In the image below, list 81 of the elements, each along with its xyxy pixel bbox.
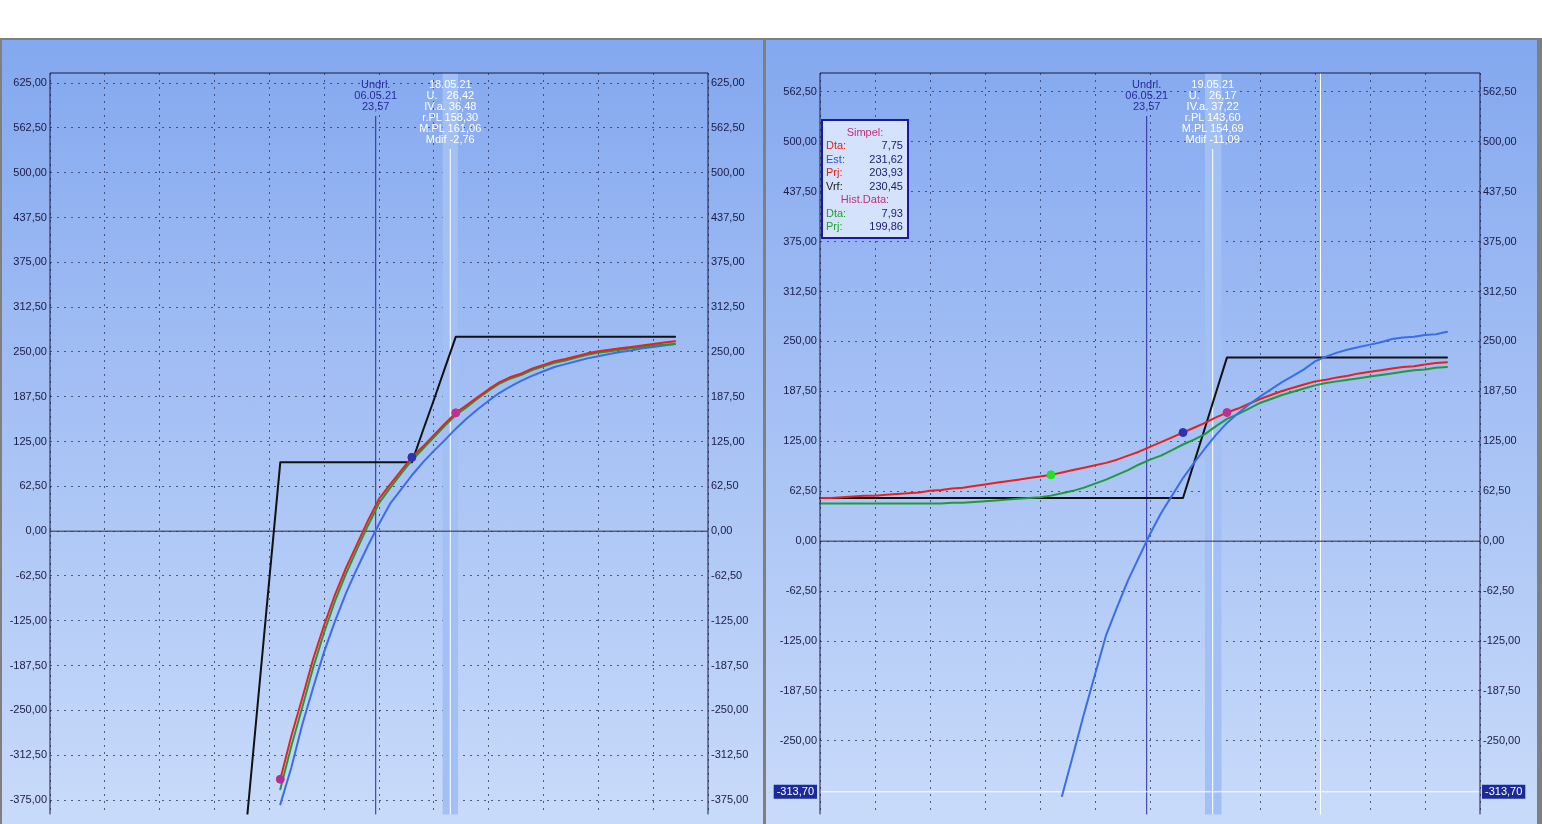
y-tick-label: 562,50 (13, 120, 47, 133)
y-tick-label: 312,50 (13, 300, 47, 313)
y-tick-label: -62,50 (15, 569, 47, 582)
y2-tick-label: -125,00 (711, 613, 749, 626)
y-tick-label: 375,00 (13, 255, 47, 268)
annotation: Undrl. 06.05.21 23,57 (1125, 77, 1169, 112)
point (1046, 470, 1056, 480)
y2-tick-label: 500,00 (1483, 134, 1517, 147)
text: Est: 231,62 (826, 152, 903, 165)
y2-tick-label: 250,00 (1483, 334, 1517, 347)
y-tick-label: 437,50 (783, 184, 817, 197)
text: Prj: 203,93 (826, 166, 903, 179)
y-tick-label: 312,50 (783, 284, 817, 297)
y-tick-label: -187,50 (9, 658, 47, 671)
annotation: 19.05.21 U. 26,17 IV.a. 37,22 r.PL 143,60 M.PL 154,69 Mdif -11,09 (1181, 77, 1244, 145)
text: Vrf: 230,45 (826, 179, 903, 192)
y-tick-label: 0,00 (25, 524, 47, 537)
y-tick-label: -187,50 (779, 684, 817, 696)
y2-tick-label: -187,50 (711, 658, 749, 671)
text: Prj: 199,86 (826, 220, 903, 233)
y2-tick-label: 437,50 (1483, 184, 1517, 197)
y-tick-label: 187,50 (13, 389, 47, 402)
y2-tick-label: 62,50 (1483, 484, 1511, 497)
y2-tick-label: 500,00 (711, 165, 745, 178)
point (1222, 408, 1232, 418)
point (451, 408, 461, 418)
annotation: Simpel: (846, 125, 884, 138)
y2-tick-label: 125,00 (1483, 434, 1517, 447)
y-tick-label: 250,00 (783, 334, 817, 347)
y-tick-label: 437,50 (13, 210, 47, 223)
y-tick-label: 250,00 (13, 344, 47, 357)
y2-tick-label: 62,50 (711, 479, 739, 492)
y2-tick-label: 562,50 (1483, 84, 1517, 97)
y2-tick-label: -187,50 (1483, 684, 1521, 696)
y2-tick-label: 375,00 (1483, 234, 1517, 247)
y-tick-label: 500,00 (13, 165, 47, 178)
y-tick-label: 62,50 (19, 479, 47, 492)
y-tick-label: -125,00 (9, 613, 47, 626)
y2-tick-label: -250,00 (1483, 733, 1521, 746)
y2-tick-label: 187,50 (1483, 384, 1517, 397)
point (1178, 428, 1188, 438)
point (275, 774, 285, 784)
y2-tick-label: -62,50 (1483, 584, 1515, 597)
y2-tick-label: -312,50 (711, 748, 749, 761)
y2-tick-label: 625,00 (711, 76, 745, 89)
y-tick-label: 125,00 (783, 434, 817, 447)
y-tick-label: 187,50 (783, 384, 817, 397)
y2-tick-label: 562,50 (711, 120, 745, 133)
annotation: Hist.Data: (840, 193, 890, 206)
y-tick-label: -250,00 (779, 733, 817, 746)
y-tick-label: -375,00 (9, 793, 47, 806)
y2-tick-label: -62,50 (711, 569, 743, 582)
y-tick-label: 62,50 (789, 484, 817, 497)
y2-tick-label: -250,00 (711, 703, 749, 716)
y-tick-label: -250,00 (9, 703, 47, 716)
y2-tick-label: 312,50 (711, 300, 745, 313)
annotation: Undrl. 06.05.21 23,57 (354, 77, 398, 112)
y-tick-label: 125,00 (13, 434, 47, 447)
y-tick-label: 375,00 (783, 234, 817, 247)
y2-tick-label: 312,50 (1483, 284, 1517, 297)
y2-tick-label: 0,00 (711, 524, 733, 537)
y2-tick-label: 250,00 (711, 344, 745, 357)
text: -313,70 (776, 784, 814, 797)
y2-tick-label: 0,00 (1483, 534, 1505, 547)
y2-tick-label: -375,00 (711, 793, 749, 806)
y-tick-label: -62,50 (785, 584, 817, 597)
y-tick-label: -125,00 (779, 634, 817, 647)
y2-tick-label: 375,00 (711, 255, 745, 268)
point (407, 452, 417, 462)
text: Dta: 7,75 (826, 139, 903, 152)
y-tick-label: -312,50 (9, 748, 47, 761)
y2-tick-label: 125,00 (711, 434, 745, 447)
text: Dta: 7,93 (826, 206, 903, 219)
y2-tick-label: 187,50 (711, 389, 745, 402)
y-tick-label: 625,00 (13, 76, 47, 89)
y2-tick-label: 437,50 (711, 210, 745, 223)
y-tick-label: 500,00 (783, 134, 817, 147)
y2-tick-label: -125,00 (1483, 634, 1521, 647)
y-tick-label: 562,50 (783, 84, 817, 97)
ref-line-label: -313,70 (1485, 784, 1523, 797)
y-tick-label: 0,00 (795, 534, 817, 547)
